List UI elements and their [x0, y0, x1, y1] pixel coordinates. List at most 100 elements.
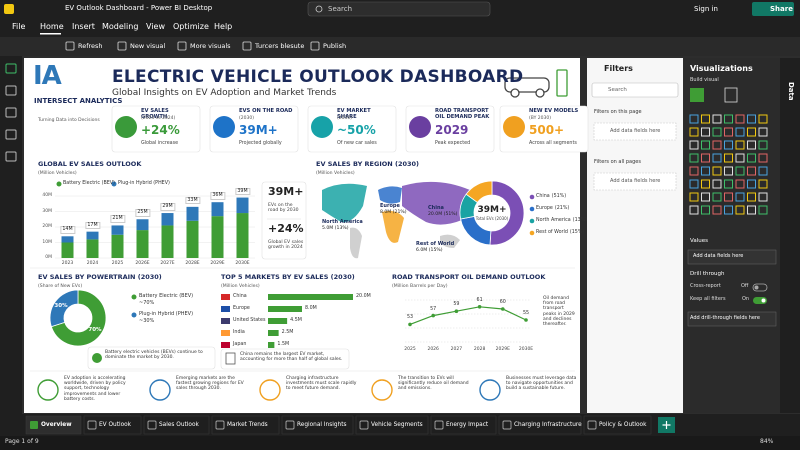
share-button[interactable] [752, 2, 794, 16]
tab-label[interactable]: Energy Impact [446, 421, 489, 428]
visual-type-icon[interactable] [712, 192, 722, 202]
filter-search[interactable] [591, 82, 679, 98]
visual-type-icon[interactable] [701, 192, 710, 202]
menu-item[interactable]: Help [214, 22, 233, 31]
page-tab[interactable] [281, 415, 354, 435]
page-tab[interactable] [355, 415, 429, 435]
visual-type-icon[interactable] [735, 153, 745, 163]
visual-type-icon[interactable] [724, 192, 733, 202]
visual-type-icon[interactable] [747, 166, 756, 176]
drop-zone[interactable] [593, 122, 677, 141]
toolbar-button[interactable]: Turcers blesute [255, 42, 305, 50]
build-visual-icon[interactable] [690, 88, 704, 102]
visual-type-icon[interactable] [747, 140, 756, 150]
page-tab[interactable] [143, 415, 210, 435]
visual-type-icon[interactable] [689, 114, 699, 124]
visual-type-icon[interactable] [689, 140, 699, 150]
menu-item[interactable]: Modeling [102, 22, 139, 31]
toggle[interactable] [752, 283, 768, 292]
visual-type-icon[interactable] [724, 153, 733, 163]
tab-label[interactable]: Policy & Outlook [599, 421, 647, 428]
visual-type-icon[interactable] [724, 205, 733, 215]
menu-item[interactable]: Home [40, 22, 64, 31]
toolbar-button[interactable]: Refresh [78, 42, 103, 50]
visual-type-icon[interactable] [712, 179, 722, 189]
drop-zone[interactable] [593, 172, 677, 191]
visual-type-icon[interactable] [701, 205, 710, 215]
visual-type-icon[interactable] [689, 205, 699, 215]
pane-tab[interactable]: Data [787, 82, 795, 101]
filter-search-placeholder[interactable]: Search [608, 87, 627, 93]
visual-type-icon[interactable] [712, 166, 722, 176]
toolbar-button[interactable]: More visuals [190, 42, 231, 50]
visual-type-icon[interactable] [747, 192, 756, 202]
visual-type-icon[interactable] [758, 140, 768, 150]
visual-type-icon[interactable] [747, 153, 756, 163]
page-tab[interactable] [498, 415, 582, 435]
visual-type-icon[interactable] [701, 140, 710, 150]
zoom-level[interactable]: 84% [760, 438, 774, 445]
visual-type-icon[interactable] [735, 192, 745, 202]
tab-label[interactable]: Market Trends [227, 421, 268, 428]
tab-label[interactable]: EV Outlook [99, 421, 132, 428]
visual-type-icon[interactable] [758, 114, 768, 124]
tab-label[interactable]: Regional Insights [297, 421, 347, 428]
visual-type-icon[interactable] [735, 140, 745, 150]
visual-type-icon[interactable] [712, 114, 722, 124]
visual-type-icon[interactable] [712, 205, 722, 215]
visual-type-icon[interactable] [701, 153, 710, 163]
visual-type-icon[interactable] [735, 114, 745, 124]
visual-type-icon[interactable] [758, 153, 768, 163]
menu-item[interactable]: View [146, 22, 165, 31]
visual-type-icon[interactable] [735, 166, 745, 176]
visual-type-icon[interactable] [758, 179, 768, 189]
nav-icon[interactable] [5, 85, 17, 96]
page-tab[interactable] [25, 415, 82, 435]
visual-type-icon[interactable] [747, 205, 756, 215]
visual-type-icon[interactable] [747, 114, 756, 124]
visual-type-icon[interactable] [758, 205, 768, 215]
menu-item[interactable]: Insert [72, 22, 95, 31]
tab-label[interactable]: Overview [41, 421, 72, 428]
search-placeholder[interactable]: Search [328, 4, 353, 13]
tab-label[interactable]: Charging Infrastructure [514, 421, 582, 428]
toolbar-button[interactable]: New visual [130, 42, 166, 50]
format-visual-icon[interactable] [724, 87, 738, 103]
visual-type-icon[interactable] [724, 140, 733, 150]
visual-type-icon[interactable] [724, 179, 733, 189]
visual-type-icon[interactable] [689, 127, 699, 137]
visual-type-icon[interactable] [701, 127, 710, 137]
visual-type-icon[interactable] [724, 127, 733, 137]
drop-zone[interactable] [687, 249, 777, 265]
sign-in[interactable]: Sign in [694, 4, 718, 13]
visual-type-icon[interactable] [701, 166, 710, 176]
nav-icon[interactable] [5, 151, 17, 162]
visual-type-icon[interactable] [758, 127, 768, 137]
page-tab[interactable] [211, 415, 280, 435]
visual-type-icon[interactable] [735, 127, 745, 137]
visual-type-icon[interactable] [724, 166, 733, 176]
drop-zone[interactable] [687, 311, 777, 327]
page-tab[interactable] [430, 415, 497, 435]
search-box[interactable] [307, 1, 491, 17]
visual-type-icon[interactable] [712, 153, 722, 163]
visual-type-icon[interactable] [712, 127, 722, 137]
visual-type-icon[interactable] [724, 114, 733, 124]
visual-type-icon[interactable] [701, 179, 710, 189]
visual-type-icon[interactable] [735, 179, 745, 189]
page-tab[interactable] [583, 415, 652, 435]
visual-type-icon[interactable] [701, 114, 710, 124]
toolbar-button[interactable]: Publish [323, 42, 347, 50]
visual-type-icon[interactable] [735, 205, 745, 215]
visual-type-icon[interactable] [689, 153, 699, 163]
nav-icon[interactable] [5, 129, 17, 140]
visual-type-icon[interactable] [747, 179, 756, 189]
visual-type-icon[interactable] [689, 192, 699, 202]
nav-icon[interactable] [5, 107, 17, 118]
visual-type-icon[interactable] [758, 166, 768, 176]
visual-type-icon[interactable] [689, 166, 699, 176]
tab-label[interactable]: Vehicle Segments [371, 421, 423, 428]
menu-item[interactable]: Optimize [173, 22, 209, 31]
nav-icon[interactable] [5, 63, 17, 74]
visual-type-icon[interactable] [747, 127, 756, 137]
